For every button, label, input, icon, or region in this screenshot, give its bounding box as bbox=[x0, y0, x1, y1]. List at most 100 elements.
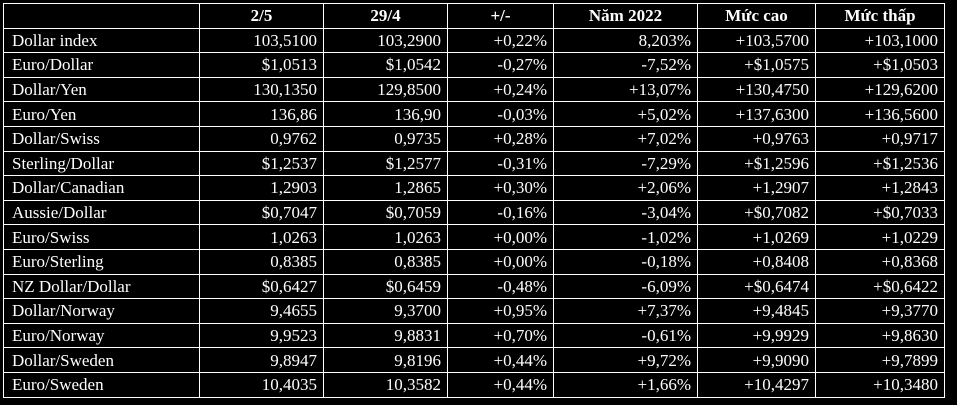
cell-ytd: +2,06% bbox=[553, 175, 698, 201]
cell-pair: Aussie/Dollar bbox=[3, 199, 200, 226]
table-row: Dollar/Yen 130,1350 129,8500 +0,24% +13,07% +… bbox=[3, 76, 945, 103]
header-high: Mức cao bbox=[697, 3, 816, 29]
cell-previous: $1,0542 bbox=[323, 52, 448, 78]
cell-high: +$1,2596 bbox=[697, 150, 816, 177]
cell-low: +9,3770 bbox=[815, 298, 945, 324]
cell-change: +0,00% bbox=[447, 248, 554, 275]
cell-current: 1,0263 bbox=[199, 224, 324, 250]
cell-previous: 136,90 bbox=[323, 101, 448, 127]
cell-high: +103,5700 bbox=[697, 27, 816, 54]
cell-pair: NZ Dollar/Dollar bbox=[3, 273, 200, 300]
cell-high: +0,8408 bbox=[697, 248, 816, 275]
cell-pair: Dollar/Sweden bbox=[3, 347, 200, 373]
cell-low: +$0,6422 bbox=[815, 273, 945, 300]
cell-change: +0,30% bbox=[447, 175, 554, 201]
cell-previous: 0,9735 bbox=[323, 125, 448, 152]
cell-low: +9,8630 bbox=[815, 322, 945, 349]
cell-current: 9,8947 bbox=[199, 347, 324, 373]
cell-high: +130,4750 bbox=[697, 76, 816, 103]
cell-low: +9,7899 bbox=[815, 347, 945, 373]
cell-low: +0,8368 bbox=[815, 248, 945, 275]
cell-change: -0,27% bbox=[447, 52, 554, 78]
cell-high: +137,6300 bbox=[697, 101, 816, 127]
cell-ytd: +7,02% bbox=[553, 125, 698, 152]
cell-current: $0,7047 bbox=[199, 199, 324, 226]
cell-ytd: -3,04% bbox=[553, 199, 698, 226]
cell-current: 0,8385 bbox=[199, 248, 324, 275]
cell-ytd: +9,72% bbox=[553, 347, 698, 373]
cell-high: +$1,0575 bbox=[697, 52, 816, 78]
cell-pair: Euro/Dollar bbox=[3, 52, 200, 78]
cell-ytd: -1,02% bbox=[553, 224, 698, 250]
cell-current: $0,6427 bbox=[199, 273, 324, 300]
cell-previous: 1,2865 bbox=[323, 175, 448, 201]
cell-low: +1,2843 bbox=[815, 175, 945, 201]
cell-current: 9,4655 bbox=[199, 298, 324, 324]
header-ytd: Năm 2022 bbox=[553, 3, 698, 29]
cell-pair: Euro/Norway bbox=[3, 322, 200, 349]
cell-previous: $0,6459 bbox=[323, 273, 448, 300]
header-low: Mức thấp bbox=[815, 3, 945, 29]
cell-change: -0,48% bbox=[447, 273, 554, 300]
cell-low: +$1,2536 bbox=[815, 150, 945, 177]
cell-low: +136,5600 bbox=[815, 101, 945, 127]
cell-low: +$0,7033 bbox=[815, 199, 945, 226]
cell-pair: Euro/Sterling bbox=[3, 248, 200, 275]
cell-low: +0,9717 bbox=[815, 125, 945, 152]
cell-ytd: -6,09% bbox=[553, 273, 698, 300]
cell-previous: 9,3700 bbox=[323, 298, 448, 324]
cell-ytd: +7,37% bbox=[553, 298, 698, 324]
table-row: Euro/Norway 9,9523 9,8831 +0,70% -0,61% +9,99… bbox=[3, 322, 945, 349]
cell-change: +0,44% bbox=[447, 347, 554, 373]
cell-ytd: +13,07% bbox=[553, 76, 698, 103]
cell-high: +1,2907 bbox=[697, 175, 816, 201]
cell-ytd: -0,61% bbox=[553, 322, 698, 349]
exchange-rate-table: 2/5 29/4 +/- Năm 2022 Mức cao Mức thấp D… bbox=[3, 3, 945, 398]
table-row: Euro/Dollar $1,0513 $1,0542 -0,27% -7,52% +$1… bbox=[3, 52, 945, 78]
cell-previous: 10,3582 bbox=[323, 371, 448, 398]
table-row: Dollar index 103,5100 103,2900 +0,22% 8,203%… bbox=[3, 27, 945, 54]
cell-previous: 0,8385 bbox=[323, 248, 448, 275]
cell-previous: 9,8196 bbox=[323, 347, 448, 373]
cell-low: +10,3480 bbox=[815, 371, 945, 398]
cell-current: $1,2537 bbox=[199, 150, 324, 177]
cell-low: +103,1000 bbox=[815, 27, 945, 54]
cell-high: +10,4297 bbox=[697, 371, 816, 398]
cell-pair: Euro/Yen bbox=[3, 101, 200, 127]
table-body: Dollar index 103,5100 103,2900 +0,22% 8,203%… bbox=[3, 27, 945, 398]
cell-pair: Dollar/Norway bbox=[3, 298, 200, 324]
header-row: 2/5 29/4 +/- Năm 2022 Mức cao Mức thấp bbox=[3, 3, 945, 29]
table-row: Aussie/Dollar $0,7047 $0,7059 -0,16% -3,04% +… bbox=[3, 199, 945, 226]
header-date-previous: 29/4 bbox=[323, 3, 448, 29]
cell-high: +9,9090 bbox=[697, 347, 816, 373]
cell-change: +0,95% bbox=[447, 298, 554, 324]
table-row: Euro/Sterling 0,8385 0,8385 +0,00% -0,18% +0,… bbox=[3, 248, 945, 275]
table-row: Sterling/Dollar $1,2537 $1,2577 -0,31% -7,29… bbox=[3, 150, 945, 177]
cell-change: -0,31% bbox=[447, 150, 554, 177]
table-row: Dollar/Sweden 9,8947 9,8196 +0,44% +9,72% +9,… bbox=[3, 347, 945, 373]
cell-pair: Dollar/Swiss bbox=[3, 125, 200, 152]
cell-previous: 103,2900 bbox=[323, 27, 448, 54]
cell-previous: 9,8831 bbox=[323, 322, 448, 349]
cell-ytd: -7,52% bbox=[553, 52, 698, 78]
header-date-current: 2/5 bbox=[199, 3, 324, 29]
cell-change: +0,70% bbox=[447, 322, 554, 349]
cell-high: +0,9763 bbox=[697, 125, 816, 152]
cell-current: 9,9523 bbox=[199, 322, 324, 349]
cell-previous: 1,0263 bbox=[323, 224, 448, 250]
cell-pair: Euro/Sweden bbox=[3, 371, 200, 398]
header-pair bbox=[3, 3, 200, 29]
fx-table-container: 2/5 29/4 +/- Năm 2022 Mức cao Mức thấp D… bbox=[3, 3, 945, 398]
cell-low: +129,6200 bbox=[815, 76, 945, 103]
cell-ytd: -0,18% bbox=[553, 248, 698, 275]
cell-pair: Dollar/Yen bbox=[3, 76, 200, 103]
table-row: NZ Dollar/Dollar $0,6427 $0,6459 -0,48% -6,0… bbox=[3, 273, 945, 300]
table-row: Dollar/Canadian 1,2903 1,2865 +0,30% +2,06% +… bbox=[3, 175, 945, 201]
cell-change: +0,22% bbox=[447, 27, 554, 54]
cell-high: +$0,6474 bbox=[697, 273, 816, 300]
cell-low: +$1,0503 bbox=[815, 52, 945, 78]
cell-ytd: -7,29% bbox=[553, 150, 698, 177]
cell-change: -0,16% bbox=[447, 199, 554, 226]
cell-change: +0,24% bbox=[447, 76, 554, 103]
cell-high: +9,9929 bbox=[697, 322, 816, 349]
